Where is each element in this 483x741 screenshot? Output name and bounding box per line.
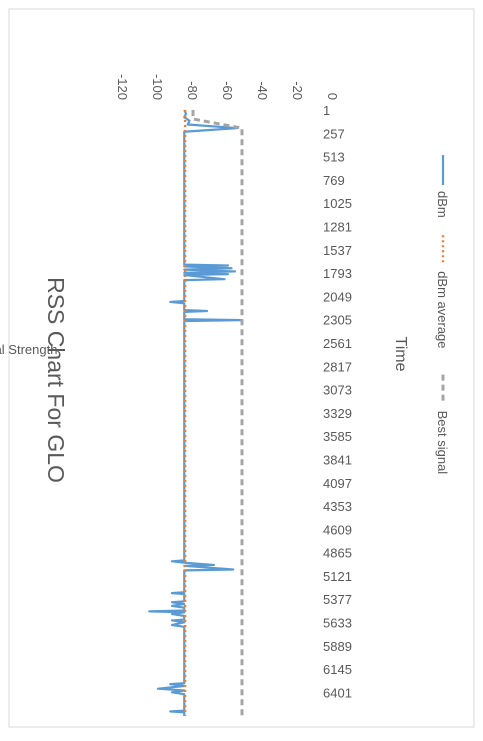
x-tick-label: 4609 (323, 522, 352, 537)
x-tick-labels: 1 257 513 769 1025 1281 1537 1793 2049 2305 2561 28… (323, 103, 352, 700)
x-tick-label: 3841 (323, 452, 352, 467)
y-tick-label: 0 (325, 93, 340, 100)
x-tick-label: 5377 (323, 592, 352, 607)
x-tick-label: 6145 (323, 662, 352, 677)
x-tick-label: 257 (323, 126, 345, 141)
x-tick-label: 1025 (323, 196, 352, 211)
y-tick-label: -40 (255, 81, 270, 100)
legend-label: dBm average (435, 271, 450, 348)
y-tick-label: -60 (220, 81, 235, 100)
x-tick-label: 1 (323, 103, 330, 118)
x-tick-label: 2305 (323, 313, 352, 328)
legend-label: Best signal (435, 411, 450, 475)
x-tick-label: 5121 (323, 569, 352, 584)
x-tick-label: 1537 (323, 243, 352, 258)
x-tick-label: 2561 (323, 336, 352, 351)
x-tick-label: 769 (323, 173, 345, 188)
x-tick-label: 5889 (323, 639, 352, 654)
y-tick-label: -100 (150, 74, 165, 100)
x-tick-label: 1281 (323, 219, 352, 234)
x-tick-label: 3329 (323, 406, 352, 421)
x-tick-label: 4353 (323, 499, 352, 514)
x-tick-label: 3073 (323, 383, 352, 398)
x-tick-label: 3585 (323, 429, 352, 444)
x-tick-label: 1793 (323, 266, 352, 281)
series-layer (148, 109, 244, 716)
x-tick-label: 6401 (323, 685, 352, 700)
x-tick-label: 2817 (323, 359, 352, 374)
y-tick-label: -80 (185, 81, 200, 100)
y-axis-label: Signal Strength (0, 342, 57, 357)
x-tick-label: 2049 (323, 289, 352, 304)
x-tick-label: 4865 (323, 546, 352, 561)
chart-border (8, 8, 475, 728)
x-axis-label: Time (392, 337, 409, 372)
x-tick-label: 4097 (323, 476, 352, 491)
legend: dBm dBm average Best signal (435, 155, 450, 474)
y-tick-labels: 0 -20 -40 -60 -80 -100 -120 (115, 74, 340, 100)
series-line-best-signal (191, 110, 244, 716)
x-tick-label: 5633 (323, 616, 352, 631)
legend-label: dBm (435, 191, 450, 218)
y-tick-label: -120 (115, 74, 130, 100)
x-tick-label: 513 (323, 150, 345, 165)
y-tick-label: -20 (290, 81, 305, 100)
chart-title: RSS Chart For GLO (43, 277, 69, 483)
